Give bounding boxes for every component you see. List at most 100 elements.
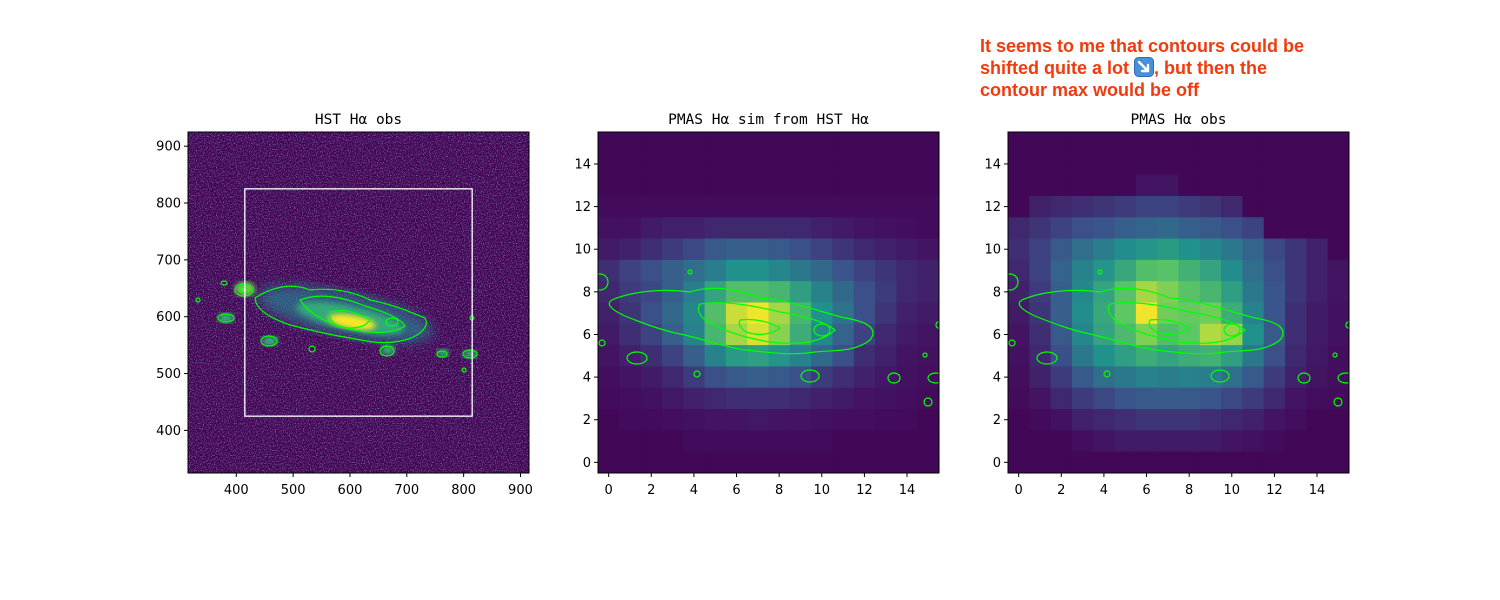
heatmap-cell	[1093, 451, 1116, 473]
heatmap-cell	[725, 259, 748, 282]
y-tick-label: 12	[574, 200, 591, 215]
heatmap-cell	[1306, 238, 1329, 261]
heatmap-cell	[853, 387, 876, 410]
heatmap-cell	[683, 366, 706, 389]
heatmap-cell	[1093, 132, 1116, 154]
heatmap-cell	[683, 174, 706, 197]
heatmap-cell	[747, 366, 770, 389]
heatmap-cell	[917, 451, 939, 473]
heatmap-cell	[789, 281, 812, 304]
heatmap-cell	[1093, 238, 1116, 261]
heatmap-cell	[1071, 217, 1094, 240]
heatmap-cell	[789, 323, 812, 346]
heatmap-cell	[917, 174, 939, 197]
heatmap-cell	[853, 366, 876, 389]
heatmap-cell	[875, 302, 897, 325]
heatmap-cell	[1242, 195, 1265, 218]
heatmap-cell	[1221, 238, 1244, 261]
heatmap-cell	[640, 323, 663, 346]
heatmap-cell	[619, 217, 642, 240]
heatmap-cell	[1327, 281, 1349, 304]
heatmap-cell	[1199, 430, 1222, 453]
heatmap-cell	[1157, 132, 1180, 154]
heatmap-cell	[1050, 132, 1073, 133]
heatmap-cell	[896, 323, 919, 346]
heatmap-cell	[598, 132, 620, 154]
heatmap-cell	[1050, 195, 1073, 218]
heatmap-cell	[619, 174, 642, 197]
heatmap-cell	[1071, 238, 1094, 261]
panel-pmas-obs: PMAS Hα obs 0 2 4 6 8 10 12 14 0 2 4 6 8 10	[984, 112, 1350, 498]
heatmap-cell	[1071, 132, 1094, 133]
heatmap-cell	[1071, 259, 1094, 282]
heatmap-cell	[683, 302, 706, 325]
heatmap-cell	[747, 217, 770, 240]
heatmap-cell	[1029, 387, 1052, 410]
heatmap-cell	[704, 323, 727, 346]
heatmap-cell	[1306, 132, 1329, 133]
heatmap-cell	[640, 174, 663, 197]
heatmap-cell	[917, 302, 939, 325]
heatmap-cell	[811, 217, 834, 240]
heatmap-cell	[875, 323, 897, 346]
heatmap-cell	[725, 238, 748, 261]
x-tick-label: 700	[394, 483, 419, 498]
heatmap-cell	[1029, 281, 1052, 304]
heatmap-cell	[917, 217, 939, 240]
heatmap-cell	[1242, 387, 1265, 410]
heatmap-cell	[704, 195, 727, 218]
heatmap-cell	[811, 451, 834, 473]
heatmap-cell	[1199, 174, 1222, 197]
heatmap-cell	[1221, 302, 1244, 325]
heatmap-cell	[875, 174, 897, 197]
x-tick-label: 14	[1309, 483, 1326, 498]
heatmap-cell	[640, 238, 663, 261]
heatmap-cell	[1178, 430, 1201, 453]
heatmap-cell	[1199, 132, 1222, 154]
heatmap-cell	[1008, 451, 1030, 473]
heatmap-cell	[1093, 366, 1116, 389]
heatmap-cell	[875, 430, 897, 453]
heatmap-cell	[1050, 409, 1073, 431]
heatmap-cell	[1029, 132, 1052, 133]
heatmap-cell	[640, 153, 663, 176]
heatmap-cell	[1306, 195, 1329, 218]
heatmap-cell	[1029, 409, 1052, 431]
heatmap-cell	[811, 387, 834, 410]
heatmap-cell	[725, 302, 748, 325]
heatmap-cell	[683, 281, 706, 304]
heatmap-cell	[1178, 451, 1201, 473]
heatmap-cell	[1093, 302, 1116, 325]
heatmap-cell	[1178, 345, 1201, 368]
heatmap-cell	[1135, 451, 1158, 473]
heatmap-cell	[768, 323, 791, 346]
y-tick-label: 4	[993, 371, 1001, 386]
heatmap-cell	[1008, 259, 1030, 282]
heatmap-cell	[917, 387, 939, 410]
heatmap-cell	[1263, 387, 1286, 410]
heatmap-cell	[1157, 366, 1180, 389]
heatmap-cell	[1263, 217, 1286, 240]
heatmap-cell	[640, 345, 663, 368]
heatmap-cell	[725, 174, 748, 197]
heatmap-cell	[1221, 153, 1244, 176]
heatmap-cell	[661, 259, 684, 282]
heatmap-cell	[896, 174, 919, 197]
heatmap-cell	[1285, 281, 1307, 304]
heatmap-cell	[789, 238, 812, 261]
heatmap-cell	[832, 302, 855, 325]
heatmap-cell	[704, 174, 727, 197]
heatmap-cell	[853, 451, 876, 473]
plot-frame	[187, 131, 530, 474]
heatmap-cell	[768, 132, 791, 154]
y-tick-label: 0	[583, 456, 591, 471]
heatmap-cell	[1199, 195, 1222, 218]
heatmap-cell	[725, 387, 748, 410]
x-tick-label: 500	[281, 483, 306, 498]
heatmap-cell	[789, 153, 812, 176]
y-tick-label: 6	[583, 328, 591, 343]
heatmap-cell	[832, 323, 855, 346]
heatmap-cell	[640, 259, 663, 282]
heatmap-cell	[1093, 174, 1116, 197]
heatmap-cell	[1135, 195, 1158, 218]
